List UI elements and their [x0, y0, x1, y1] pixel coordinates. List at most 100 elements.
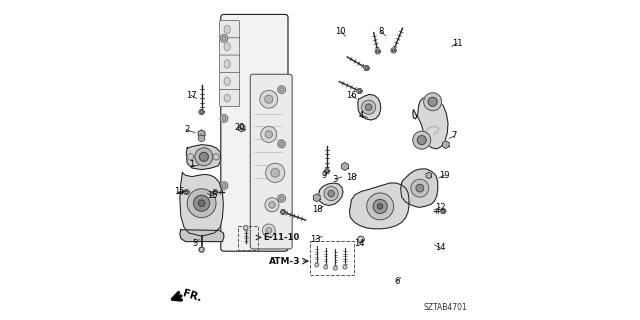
- Text: 14: 14: [435, 244, 445, 252]
- Text: 13: 13: [310, 235, 321, 244]
- Circle shape: [278, 86, 285, 93]
- Text: 15: 15: [174, 187, 184, 196]
- Polygon shape: [184, 189, 189, 195]
- Circle shape: [260, 90, 278, 108]
- Polygon shape: [349, 183, 409, 229]
- FancyBboxPatch shape: [221, 14, 288, 251]
- Circle shape: [378, 204, 383, 209]
- Circle shape: [240, 126, 243, 130]
- Ellipse shape: [224, 25, 230, 34]
- FancyBboxPatch shape: [220, 55, 240, 73]
- Circle shape: [280, 142, 284, 146]
- Text: 9: 9: [321, 171, 327, 180]
- FancyBboxPatch shape: [250, 74, 292, 249]
- Circle shape: [266, 228, 272, 233]
- Polygon shape: [401, 169, 438, 207]
- Ellipse shape: [224, 43, 230, 51]
- Text: 3: 3: [333, 175, 338, 184]
- Polygon shape: [442, 210, 445, 212]
- Text: 10: 10: [335, 27, 346, 36]
- Polygon shape: [364, 66, 369, 71]
- Ellipse shape: [224, 94, 230, 102]
- Circle shape: [220, 115, 228, 122]
- Text: E-11-10: E-11-10: [263, 233, 300, 242]
- FancyBboxPatch shape: [220, 90, 240, 107]
- Polygon shape: [282, 211, 285, 213]
- Circle shape: [222, 36, 226, 40]
- FancyBboxPatch shape: [220, 20, 240, 38]
- Circle shape: [444, 143, 447, 146]
- Text: 18: 18: [312, 205, 323, 214]
- Circle shape: [198, 200, 205, 206]
- Circle shape: [220, 182, 228, 189]
- Polygon shape: [342, 163, 348, 170]
- Circle shape: [413, 131, 431, 149]
- Circle shape: [324, 265, 328, 269]
- Circle shape: [265, 198, 279, 212]
- Polygon shape: [198, 109, 205, 115]
- Circle shape: [428, 174, 430, 177]
- Circle shape: [278, 195, 285, 202]
- Polygon shape: [180, 230, 224, 242]
- Polygon shape: [324, 169, 330, 174]
- Polygon shape: [365, 67, 368, 69]
- Polygon shape: [180, 173, 223, 236]
- Circle shape: [200, 152, 209, 161]
- Ellipse shape: [224, 60, 230, 68]
- Polygon shape: [185, 191, 188, 193]
- Circle shape: [324, 187, 339, 201]
- Text: 6: 6: [394, 277, 399, 286]
- Polygon shape: [212, 189, 218, 195]
- Circle shape: [261, 126, 277, 142]
- Text: 16: 16: [346, 91, 356, 100]
- Circle shape: [280, 88, 284, 92]
- Text: 15: 15: [207, 191, 218, 200]
- Polygon shape: [186, 145, 221, 170]
- Circle shape: [200, 132, 204, 135]
- Polygon shape: [358, 90, 361, 92]
- Polygon shape: [326, 170, 328, 172]
- Circle shape: [343, 265, 347, 269]
- Polygon shape: [356, 89, 362, 93]
- FancyBboxPatch shape: [220, 38, 240, 56]
- Polygon shape: [440, 209, 446, 214]
- Circle shape: [271, 168, 280, 177]
- Polygon shape: [375, 49, 381, 54]
- Circle shape: [358, 236, 364, 243]
- Circle shape: [269, 202, 275, 208]
- Circle shape: [188, 154, 193, 160]
- Circle shape: [222, 184, 226, 188]
- Text: 7: 7: [452, 132, 457, 140]
- Polygon shape: [314, 194, 320, 202]
- Circle shape: [222, 116, 226, 120]
- Circle shape: [328, 190, 335, 197]
- Circle shape: [417, 136, 426, 145]
- Polygon shape: [376, 50, 380, 53]
- Text: 14: 14: [354, 239, 364, 248]
- Circle shape: [198, 135, 205, 141]
- Text: 2: 2: [184, 125, 189, 134]
- Circle shape: [212, 154, 219, 160]
- Circle shape: [266, 163, 285, 182]
- Circle shape: [428, 97, 437, 106]
- Text: 18: 18: [346, 173, 356, 182]
- Circle shape: [187, 189, 216, 218]
- Text: 17: 17: [186, 91, 196, 100]
- Text: 5: 5: [192, 239, 197, 248]
- Circle shape: [199, 247, 204, 252]
- Polygon shape: [198, 130, 205, 138]
- Text: 4: 4: [359, 111, 364, 120]
- Circle shape: [193, 195, 210, 211]
- Text: 1: 1: [189, 160, 194, 169]
- Polygon shape: [358, 94, 381, 120]
- Circle shape: [265, 95, 273, 103]
- Text: SZTAB4701: SZTAB4701: [424, 303, 467, 312]
- Circle shape: [278, 140, 285, 148]
- Text: 20: 20: [234, 123, 244, 132]
- Circle shape: [367, 193, 394, 220]
- Circle shape: [315, 196, 319, 199]
- Polygon shape: [426, 172, 431, 179]
- Circle shape: [265, 131, 273, 138]
- Text: 19: 19: [439, 171, 449, 180]
- Circle shape: [333, 266, 337, 270]
